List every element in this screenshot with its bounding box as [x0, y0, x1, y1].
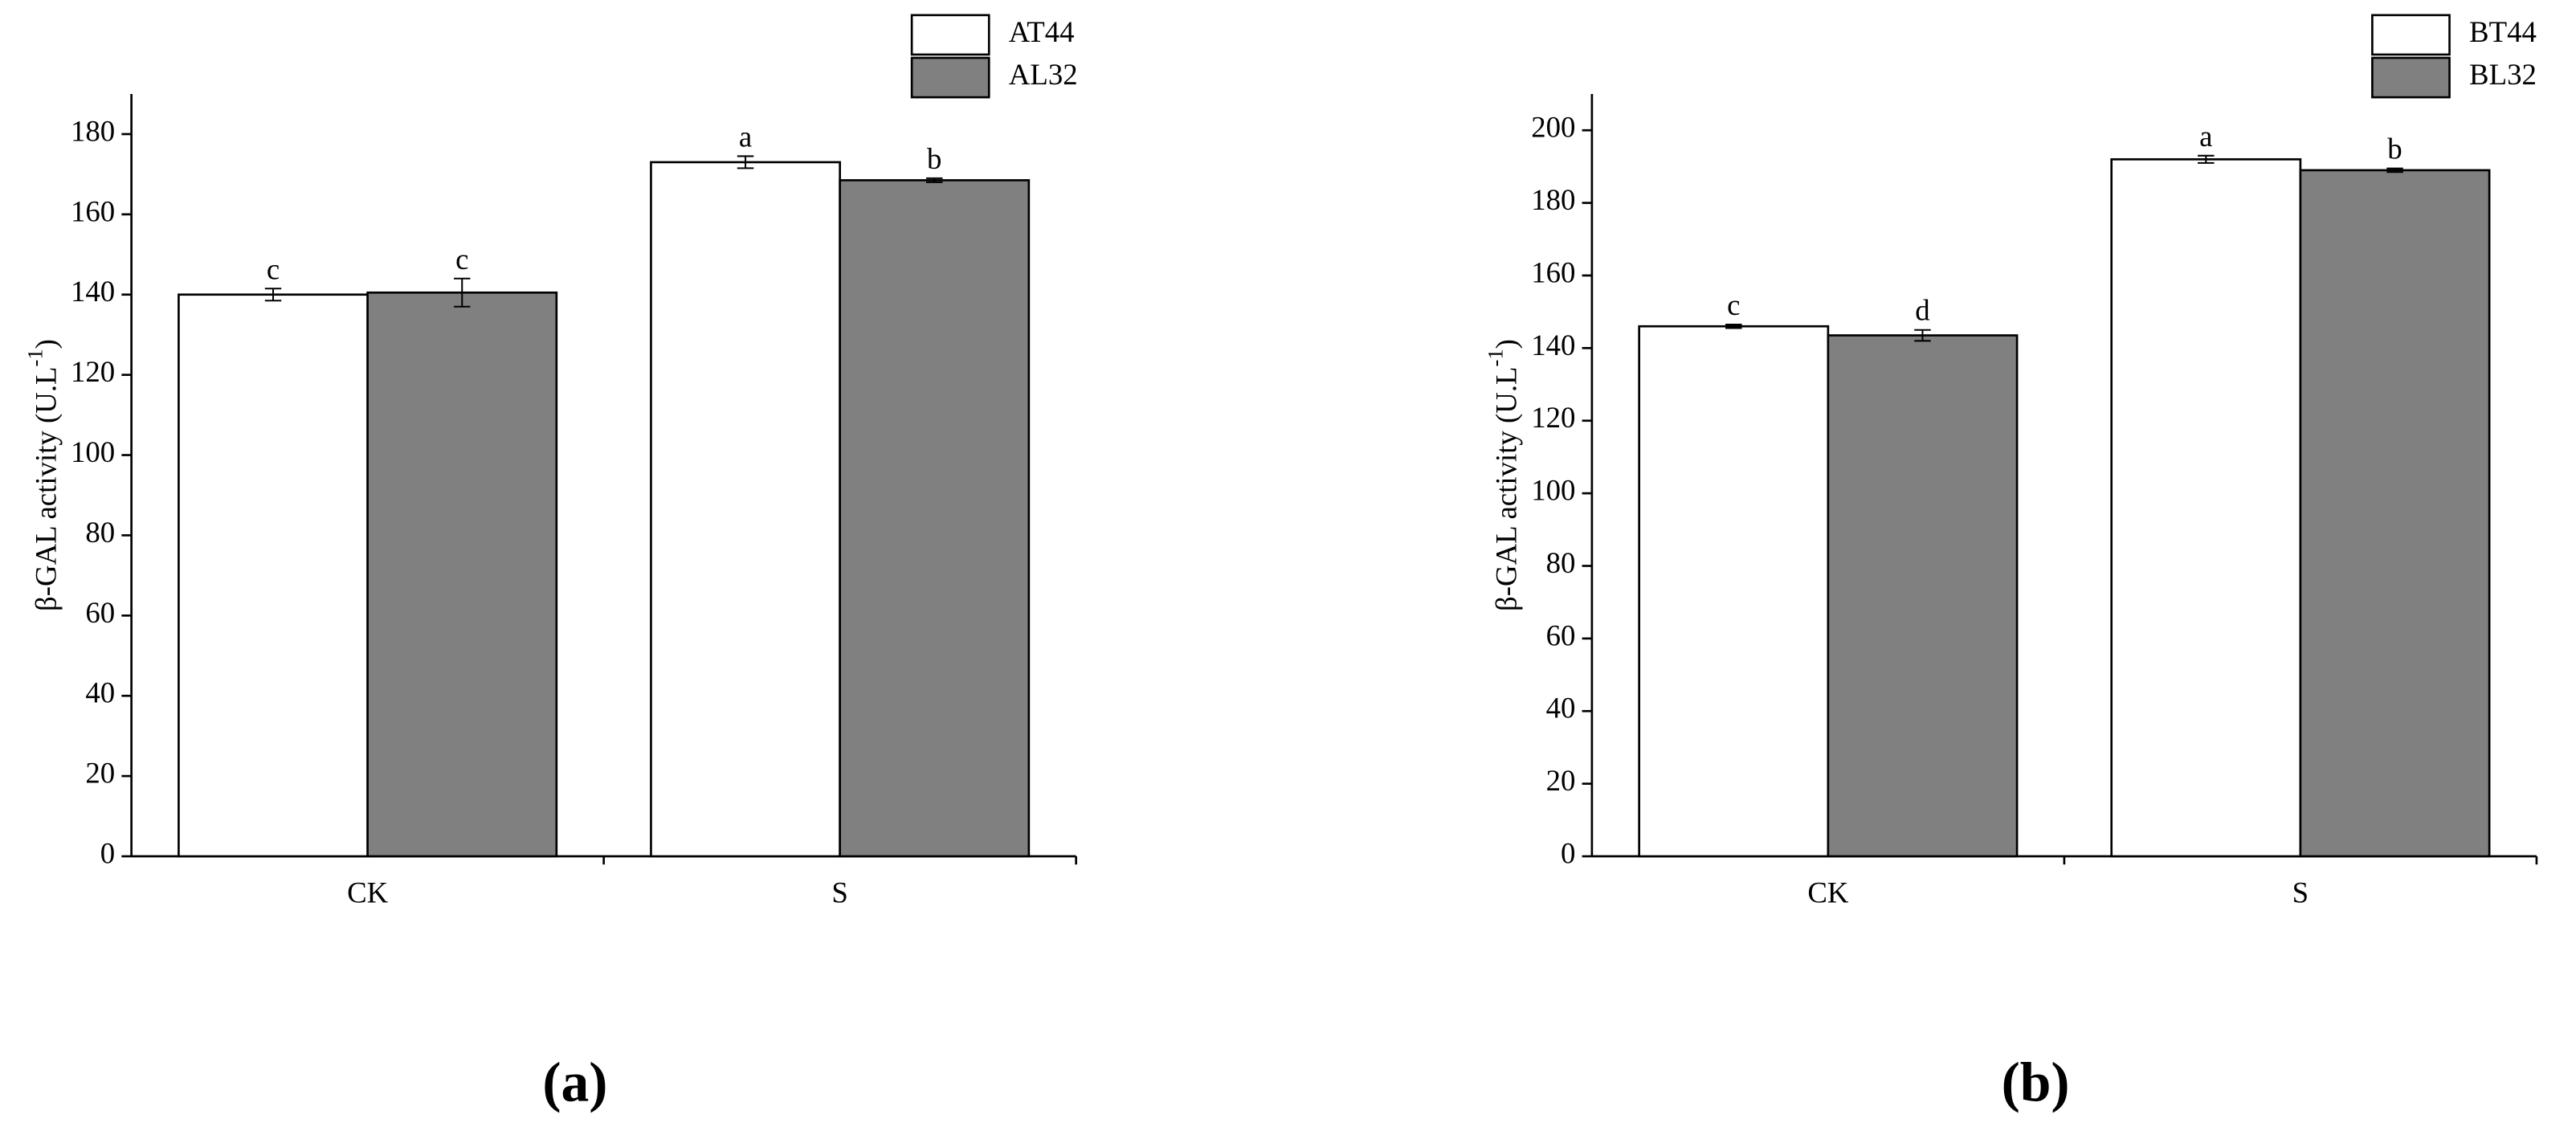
y-tick-label: 120 [1531, 401, 1575, 434]
legend-swatch [2371, 56, 2451, 99]
y-tick-label: 60 [1546, 619, 1576, 651]
error-bar [1725, 323, 1742, 329]
y-tick-label: 140 [71, 275, 115, 308]
legend-swatch [910, 14, 990, 56]
y-tick-label: 0 [100, 836, 115, 869]
significance-label: c [1727, 288, 1740, 321]
significance-label: b [2387, 133, 2402, 165]
bar [1827, 334, 2019, 858]
error-bar [1914, 329, 1931, 342]
bar [839, 179, 1031, 858]
error-bar [454, 277, 471, 308]
error-bar [2386, 167, 2403, 174]
error-bar [2198, 154, 2215, 164]
y-tick-label: 60 [85, 596, 115, 629]
panel-label: (a) [542, 1051, 607, 1113]
y-tick-label: 40 [1546, 692, 1576, 725]
significance-label: b [927, 142, 941, 175]
error-bar [264, 288, 282, 302]
y-axis-label: β-GAL activity (U.L-1) [1484, 339, 1523, 611]
bar [650, 161, 841, 858]
bar [2299, 169, 2491, 858]
legend-swatch [2371, 14, 2451, 56]
y-axis-label-part: β-GAL activity (U.L [30, 366, 63, 611]
significance-label: c [455, 243, 468, 276]
bar [1638, 325, 1830, 858]
y-tick-label: 20 [1546, 764, 1576, 797]
error-bar [926, 177, 943, 183]
legend-label: AT44 [1009, 15, 1075, 48]
significance-label: a [739, 120, 752, 153]
y-axis-label-part: -1 [22, 349, 47, 366]
y-tick-label: 160 [71, 194, 115, 227]
y-tick-label: 20 [85, 757, 115, 790]
y-tick-label: 180 [71, 114, 115, 147]
significance-label: c [267, 252, 280, 285]
y-axis-label-part: β-GAL activity (U.L [1490, 366, 1523, 611]
legend-label: BL32 [2469, 58, 2537, 91]
y-tick-label: 120 [71, 355, 115, 388]
x-tick-label: S [2292, 876, 2309, 909]
y-tick-label: 40 [85, 676, 115, 709]
x-tick-label: CK [1807, 876, 1849, 909]
significance-label: a [2199, 120, 2212, 153]
y-tick-label: 80 [1546, 546, 1576, 579]
panel-label: (b) [2002, 1051, 2070, 1113]
legend-label: AL32 [1009, 58, 1078, 91]
legend-swatch [910, 56, 990, 99]
y-tick-label: 80 [85, 516, 115, 549]
y-tick-label: 140 [1531, 329, 1575, 361]
y-axis-label-part: ) [1490, 339, 1523, 349]
bar [2110, 158, 2302, 858]
significance-label: d [1915, 294, 1929, 327]
y-tick-label: 100 [1531, 474, 1575, 507]
bar [178, 293, 369, 858]
y-axis-label-part: ) [30, 339, 63, 349]
bar [366, 291, 558, 858]
x-tick-label: CK [347, 876, 389, 909]
y-tick-label: 180 [1531, 183, 1575, 216]
legend-label: BT44 [2469, 15, 2537, 48]
x-tick-label: S [831, 876, 847, 909]
y-tick-label: 200 [1531, 111, 1575, 144]
y-axis-label: β-GAL activity (U.L-1) [22, 339, 62, 611]
error-bar [737, 155, 754, 169]
y-tick-label: 0 [1561, 836, 1575, 869]
y-tick-label: 160 [1531, 255, 1575, 288]
y-tick-label: 100 [71, 435, 115, 468]
y-axis-label-part: -1 [1484, 349, 1508, 366]
